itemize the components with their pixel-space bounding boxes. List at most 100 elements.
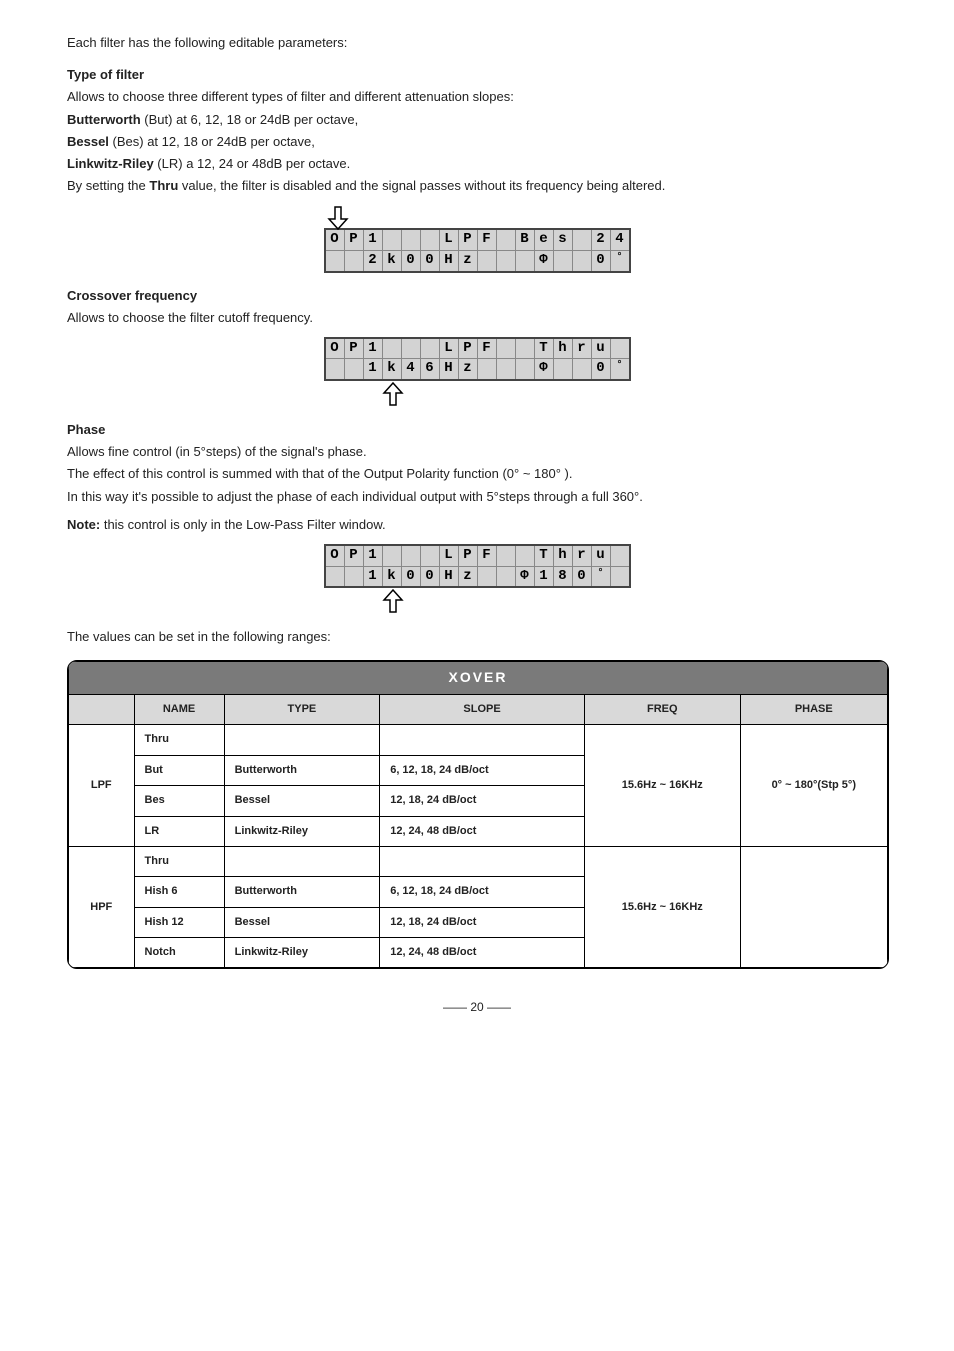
linkwitz-rest: (LR) a 12, 24 or 48dB per octave.	[154, 156, 351, 171]
lcd-cell: F	[477, 338, 496, 359]
lcd-cell: O	[325, 338, 345, 359]
lcd-cell	[325, 566, 345, 587]
lcd-cell	[515, 545, 534, 566]
xover-header-phase: PHASE	[740, 694, 887, 724]
lcd-cell	[325, 250, 345, 271]
ranges-intro: The values can be set in the following r…	[67, 628, 887, 646]
lcd-display-2: OP1LPFThru1k46HzΦ0°	[67, 337, 887, 407]
note-bold: Note:	[67, 517, 100, 532]
lcd-cell: 2	[363, 250, 382, 271]
bessel-line: Bessel (Bes) at 12, 18 or 24dB per octav…	[67, 133, 887, 151]
phase-line-1: Allows fine control (in 5°steps) of the …	[67, 443, 887, 461]
lcd-cell: 0	[401, 250, 420, 271]
linkwitz-label: Linkwitz-Riley	[67, 156, 154, 171]
lcd-cell	[401, 545, 420, 566]
lcd-cell	[515, 338, 534, 359]
butterworth-label: Butterworth	[67, 112, 141, 127]
lcd-cell	[515, 250, 534, 271]
lcd-cell: Φ	[534, 359, 553, 380]
lcd-cell	[610, 338, 630, 359]
lcd-cell	[382, 338, 401, 359]
table-cell	[380, 725, 585, 755]
lcd-cell: h	[553, 545, 572, 566]
lcd-cell	[496, 566, 515, 587]
butterworth-rest: (But) at 6, 12, 18 or 24dB per octave,	[141, 112, 359, 127]
lcd-cell: 1	[363, 566, 382, 587]
table-cell: Hish 12	[134, 907, 224, 937]
lcd-cell	[382, 229, 401, 250]
lcd-cell: s	[553, 229, 572, 250]
lcd-cell: T	[534, 545, 553, 566]
lcd-cell: 1	[363, 359, 382, 380]
lcd-cell	[496, 359, 515, 380]
lcd-cell: 2	[591, 229, 610, 250]
lcd-cell: Φ	[515, 566, 534, 587]
lcd-cell: z	[458, 566, 477, 587]
lcd-cell	[477, 250, 496, 271]
lcd-cell: 4	[401, 359, 420, 380]
lcd-cell	[572, 250, 591, 271]
lcd-cell	[401, 338, 420, 359]
lcd-cell: P	[458, 229, 477, 250]
xover-table-wrap: XOVER NAME TYPE SLOPE FREQ PHASE LPF Thr…	[67, 660, 889, 969]
lcd-cell: P	[344, 229, 363, 250]
lcd-cell: 1	[534, 566, 553, 587]
lcd-cell	[477, 359, 496, 380]
lcd-cell: 0	[591, 250, 610, 271]
lcd-cell: 6	[420, 359, 439, 380]
phase-heading: Phase	[67, 421, 887, 439]
lcd-cell: e	[534, 229, 553, 250]
lcd-cell: °	[610, 359, 630, 380]
xover-table: XOVER NAME TYPE SLOPE FREQ PHASE LPF Thr…	[68, 661, 888, 968]
hpf-freq: 15.6Hz ~ 16KHz	[584, 846, 740, 968]
lcd-cell	[344, 359, 363, 380]
lcd-cell: r	[572, 545, 591, 566]
note-rest: this control is only in the Low-Pass Fil…	[100, 517, 385, 532]
lcd-display-3: OP1LPFThru1k00HzΦ180°	[67, 544, 887, 614]
lcd-cell: Φ	[534, 250, 553, 271]
linkwitz-line: Linkwitz-Riley (LR) a 12, 24 or 48dB per…	[67, 155, 887, 173]
table-cell: Hish 6	[134, 877, 224, 907]
lcd-cell: 1	[363, 545, 382, 566]
lcd-cell: O	[325, 229, 345, 250]
lcd-cell: 1	[363, 338, 382, 359]
thru-post: value, the filter is disabled and the si…	[178, 178, 665, 193]
xover-header-type: TYPE	[224, 694, 380, 724]
table-cell: Bessel	[224, 786, 380, 816]
type-filter-desc: Allows to choose three different types o…	[67, 88, 887, 106]
lcd-cell: h	[553, 338, 572, 359]
lcd-cell: O	[325, 545, 345, 566]
lcd-cell	[420, 229, 439, 250]
lcd-cell	[553, 359, 572, 380]
table-cell: 6, 12, 18, 24 dB/oct	[380, 877, 585, 907]
table-cell: 12, 24, 48 dB/oct	[380, 938, 585, 968]
lcd-cell: °	[591, 566, 610, 587]
lcd-cell	[420, 545, 439, 566]
up-arrow-icon	[379, 588, 407, 614]
thru-pre: By setting the	[67, 178, 149, 193]
lcd-cell: u	[591, 545, 610, 566]
lcd-cell: 8	[553, 566, 572, 587]
lcd-cell	[496, 338, 515, 359]
lcd-cell	[401, 229, 420, 250]
lcd-cell: u	[591, 338, 610, 359]
lcd-cell: 0	[401, 566, 420, 587]
table-cell: But	[134, 755, 224, 785]
lcd-cell	[572, 359, 591, 380]
table-cell: Linkwitz-Riley	[224, 816, 380, 846]
lcd-cell: P	[458, 338, 477, 359]
table-cell: Butterworth	[224, 755, 380, 785]
lcd-cell: 0	[591, 359, 610, 380]
lcd-cell	[344, 250, 363, 271]
lcd-cell	[496, 545, 515, 566]
lcd-cell	[496, 229, 515, 250]
table-cell: 6, 12, 18, 24 dB/oct	[380, 755, 585, 785]
page-number: —— 20 ——	[67, 999, 887, 1016]
bessel-label: Bessel	[67, 134, 109, 149]
lcd-cell: 0	[420, 566, 439, 587]
crossover-desc: Allows to choose the filter cutoff frequ…	[67, 309, 887, 327]
butterworth-line: Butterworth (But) at 6, 12, 18 or 24dB p…	[67, 111, 887, 129]
xover-header-blank	[69, 694, 135, 724]
table-cell: Thru	[134, 725, 224, 755]
xover-header-freq: FREQ	[584, 694, 740, 724]
